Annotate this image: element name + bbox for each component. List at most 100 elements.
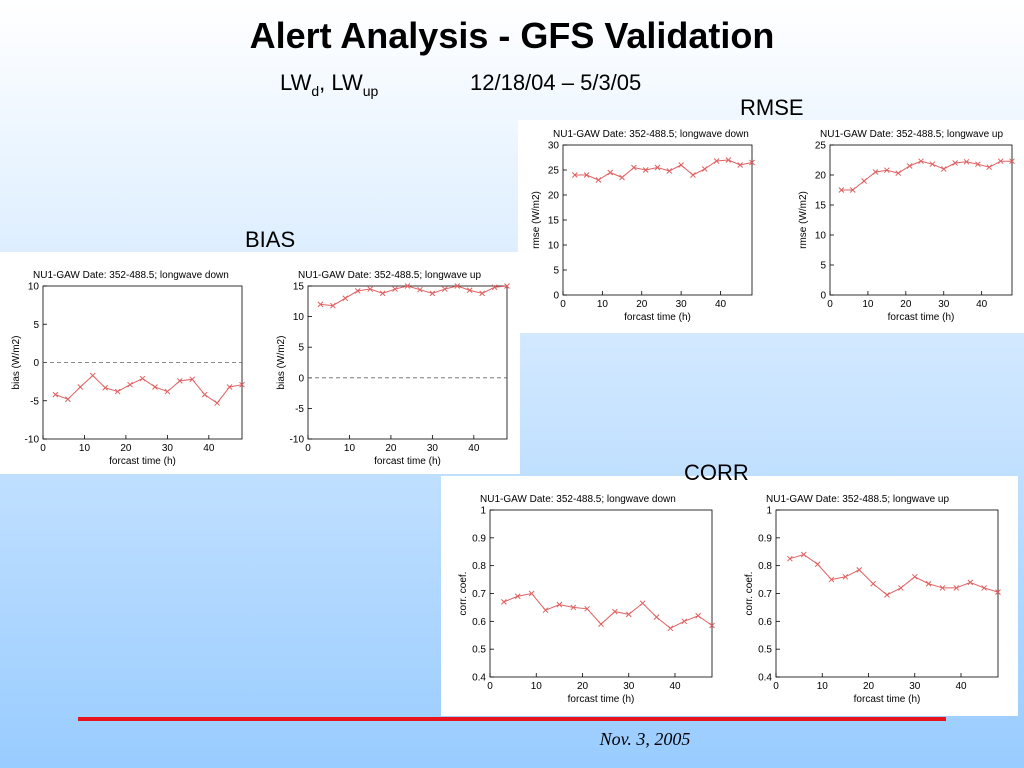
point-marker xyxy=(583,172,590,178)
x-axis-label: forcast time (h) xyxy=(109,456,176,467)
x-tick-label: 40 xyxy=(976,299,988,310)
x-tick-label: 10 xyxy=(597,299,609,310)
point-marker xyxy=(631,164,637,171)
x-tick-label: 0 xyxy=(40,443,46,454)
y-tick-label: 0.5 xyxy=(758,645,772,656)
point-marker xyxy=(504,283,510,289)
point-marker xyxy=(514,593,521,600)
y-axis-label: corr. coef. xyxy=(744,572,755,616)
point-marker xyxy=(639,600,646,607)
y-tick-label: 0.9 xyxy=(472,533,486,544)
x-tick-label: 30 xyxy=(909,681,921,692)
y-axis-label: bias (W/m2) xyxy=(11,336,22,390)
point-marker xyxy=(667,625,674,632)
x-axis-label: forcast time (h) xyxy=(624,312,691,323)
point-marker xyxy=(872,169,879,175)
point-marker xyxy=(77,384,84,390)
point-marker xyxy=(441,286,448,292)
y-tick-label: -10 xyxy=(290,435,305,446)
x-axis-label: forcast time (h) xyxy=(854,694,921,705)
y-tick-label: 0.6 xyxy=(758,617,772,628)
y-tick-label: 15 xyxy=(548,216,560,227)
point-marker xyxy=(528,590,535,597)
point-marker xyxy=(404,283,411,289)
point-marker xyxy=(619,174,625,181)
x-axis-label: forcast time (h) xyxy=(888,312,955,323)
point-marker xyxy=(861,178,867,184)
series-line xyxy=(320,285,508,307)
footer-date: Nov. 3, 2005 xyxy=(599,729,691,749)
point-marker xyxy=(429,290,436,297)
point-marker xyxy=(725,157,732,163)
x-tick-label: 0 xyxy=(487,681,493,692)
x-tick-label: 40 xyxy=(715,299,727,310)
x-tick-label: 40 xyxy=(955,681,967,692)
series-line xyxy=(574,159,753,181)
y-tick-label: 25 xyxy=(548,166,560,177)
point-marker xyxy=(681,618,688,625)
point-marker xyxy=(226,384,233,390)
point-marker xyxy=(953,585,960,591)
point-marker xyxy=(975,161,981,168)
x-tick-label: 20 xyxy=(577,681,589,692)
x-tick-label: 10 xyxy=(79,443,91,454)
point-marker xyxy=(454,283,461,289)
x-tick-label: 0 xyxy=(560,299,566,310)
y-tick-label: 1 xyxy=(766,506,772,517)
y-tick-label: 0.6 xyxy=(472,617,486,628)
point-marker xyxy=(501,598,507,605)
point-marker xyxy=(127,381,133,388)
y-tick-label: 0 xyxy=(820,291,826,302)
point-marker xyxy=(884,167,890,174)
x-tick-label: 30 xyxy=(676,299,688,310)
series-line xyxy=(55,374,243,404)
point-marker xyxy=(417,286,423,293)
y-tick-label: 5 xyxy=(33,320,39,331)
point-marker xyxy=(466,287,473,294)
x-tick-label: 30 xyxy=(938,299,950,310)
point-marker xyxy=(367,286,374,292)
section-label: BIAS xyxy=(245,227,295,252)
x-tick-label: 20 xyxy=(863,681,875,692)
chart-title: NU1-GAW Date: 352-488.5; longwave up xyxy=(766,494,949,505)
point-marker xyxy=(52,391,59,398)
chart-title: NU1-GAW Date: 352-488.5; longwave down xyxy=(553,129,749,140)
point-marker xyxy=(828,576,835,583)
x-tick-label: 30 xyxy=(162,443,174,454)
point-marker xyxy=(849,187,856,193)
point-marker xyxy=(814,561,821,568)
y-tick-label: 0.7 xyxy=(472,589,486,600)
y-axis-label: rmse (W/m2) xyxy=(798,191,809,249)
x-tick-label: 20 xyxy=(120,443,132,454)
point-marker xyxy=(911,573,918,580)
y-tick-label: 10 xyxy=(815,231,827,242)
point-marker xyxy=(571,172,578,178)
point-marker xyxy=(342,295,349,302)
subtitle-sub: d xyxy=(311,83,319,99)
point-marker xyxy=(625,611,632,618)
x-tick-label: 10 xyxy=(344,443,356,454)
y-tick-label: 1 xyxy=(480,506,486,517)
y-tick-label: 20 xyxy=(815,171,827,182)
point-marker xyxy=(898,585,904,591)
series-line xyxy=(503,592,713,629)
section-label: RMSE xyxy=(740,95,804,120)
point-marker xyxy=(918,158,924,165)
point-marker xyxy=(139,375,146,382)
y-tick-label: 0 xyxy=(553,291,559,302)
plot-area xyxy=(562,144,753,296)
y-tick-label: 0.9 xyxy=(758,533,772,544)
plot-area xyxy=(489,509,713,678)
plot-area xyxy=(775,509,999,678)
point-marker xyxy=(967,579,974,586)
x-tick-label: 0 xyxy=(773,681,779,692)
point-marker xyxy=(929,161,936,168)
x-axis-label: forcast time (h) xyxy=(374,456,441,467)
x-tick-label: 20 xyxy=(900,299,912,310)
point-marker xyxy=(595,177,602,183)
point-marker xyxy=(102,384,109,391)
y-tick-label: 5 xyxy=(820,261,826,272)
y-tick-label: 0.8 xyxy=(472,561,486,572)
x-tick-label: 40 xyxy=(203,443,215,454)
x-tick-label: 40 xyxy=(669,681,681,692)
